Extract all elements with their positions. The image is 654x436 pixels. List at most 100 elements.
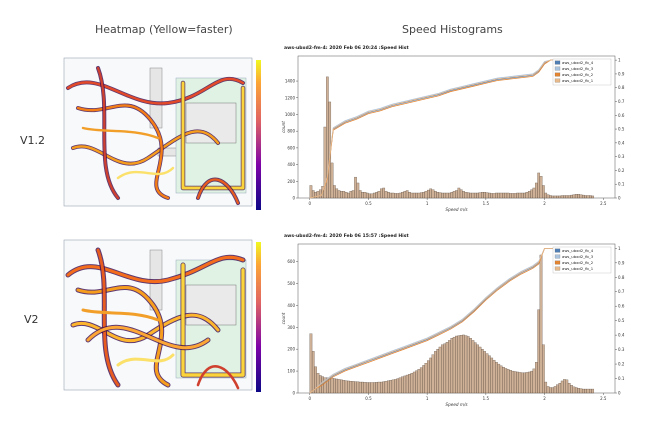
hist-bar	[380, 188, 383, 199]
hist-bar	[488, 355, 491, 394]
y2-tick-label: 0.2	[618, 362, 625, 367]
hist-bar	[509, 193, 512, 199]
hist-bar	[471, 192, 475, 199]
hist-bar	[485, 353, 489, 394]
row-label-v12: V1.2	[20, 134, 46, 147]
hist-bar	[450, 338, 454, 394]
hist-bar	[333, 185, 336, 199]
hist-bar	[527, 371, 531, 394]
x-tick-label: 1.5	[483, 201, 490, 206]
hist-bar	[384, 191, 388, 199]
y-tick-label: 400	[287, 303, 295, 308]
hist-bar	[342, 380, 346, 394]
hist-bar	[358, 190, 362, 199]
hist-bar	[429, 357, 432, 394]
hist-bar	[318, 189, 322, 199]
hist-bar	[398, 192, 402, 199]
hist-bar	[488, 192, 491, 199]
hist-bar	[452, 336, 456, 394]
hist-bar	[539, 176, 543, 199]
cdf-line-4	[309, 59, 604, 199]
hist-bar	[309, 333, 313, 394]
hist-bar	[513, 371, 517, 394]
hist-bar	[396, 193, 400, 199]
hist-bar	[581, 388, 585, 394]
y2-tick-label: 0.5	[618, 318, 625, 323]
hist-bar	[518, 372, 522, 394]
y2-tick-label: 1	[618, 58, 621, 63]
cdf-line-3	[309, 59, 604, 199]
hist-bar	[577, 194, 580, 199]
hist-bar	[391, 379, 395, 394]
hist-bar	[445, 342, 449, 394]
hist-bar	[410, 192, 414, 199]
hist-bar	[354, 381, 357, 394]
hist-bar	[340, 191, 343, 199]
hist-bar	[565, 195, 569, 199]
hist-bar	[455, 190, 458, 199]
hist-bar	[426, 360, 430, 394]
hist-bar	[443, 343, 447, 394]
cdf-line-1	[309, 59, 604, 199]
hist-bar	[567, 195, 571, 199]
hist-bar	[370, 382, 374, 394]
hist-bar	[405, 374, 409, 394]
cdf-line-1	[309, 247, 604, 394]
hist-bar	[365, 192, 369, 199]
x-tick-label: 0.5	[365, 201, 372, 206]
x-tick-label: 1	[426, 396, 429, 401]
y2-tick-label: 0.3	[618, 347, 625, 352]
hist-bar	[530, 370, 533, 394]
y2-tick-label: 0	[618, 391, 621, 396]
y2-tick-label: 0.4	[618, 140, 625, 145]
hist-bar	[401, 376, 404, 394]
hist-bar	[481, 192, 484, 199]
hist-bar	[581, 194, 585, 199]
legend-swatch	[554, 78, 561, 83]
hist-bar	[542, 344, 545, 394]
hist-bar	[389, 380, 393, 394]
hist-bar	[469, 338, 472, 394]
hist-bar	[403, 191, 407, 199]
hist-bar	[572, 386, 576, 394]
hist-bar	[426, 189, 430, 199]
hist-bar	[579, 388, 583, 394]
hist-bar	[443, 192, 447, 199]
hist-bar	[497, 192, 501, 199]
heatmap-v12	[58, 48, 268, 220]
hist-bar	[448, 192, 451, 199]
hist-bar	[563, 195, 566, 199]
legend-label: aws_ubxd2_fb_1	[562, 266, 594, 271]
hist-bar	[382, 187, 386, 199]
x-tick-label: 1.5	[483, 396, 490, 401]
hist-bar	[584, 388, 587, 394]
hist-bar	[577, 388, 580, 394]
hist-bar	[558, 195, 562, 199]
hist-bar	[417, 192, 421, 199]
hist-bar	[436, 192, 440, 199]
hist-bar	[434, 351, 437, 394]
hist-bar	[361, 192, 364, 199]
hist-bar	[347, 192, 350, 199]
hist-bar	[553, 195, 557, 199]
x-tick-label: 1	[426, 201, 429, 206]
y2-tick-label: 1	[618, 246, 621, 251]
hist-bar	[520, 372, 524, 394]
hist-bar	[466, 336, 470, 394]
x-axis-label: Speed m/s	[445, 207, 468, 212]
hist-bar	[398, 377, 402, 394]
hist-bar	[410, 373, 414, 394]
hist-bar	[516, 192, 519, 199]
hist-bar	[394, 193, 397, 199]
hist-bar	[572, 194, 576, 199]
row-label-v2: V2	[24, 313, 39, 326]
y2-tick-label: 0.6	[618, 304, 625, 309]
hist-bar	[492, 193, 496, 199]
hist-bar	[347, 380, 350, 394]
hist-bar	[311, 351, 315, 394]
hist-bar	[586, 388, 590, 394]
legend-swatch	[554, 72, 561, 77]
hist-bar	[525, 372, 529, 394]
hist-bar	[412, 192, 416, 199]
hist-bar	[589, 195, 592, 199]
